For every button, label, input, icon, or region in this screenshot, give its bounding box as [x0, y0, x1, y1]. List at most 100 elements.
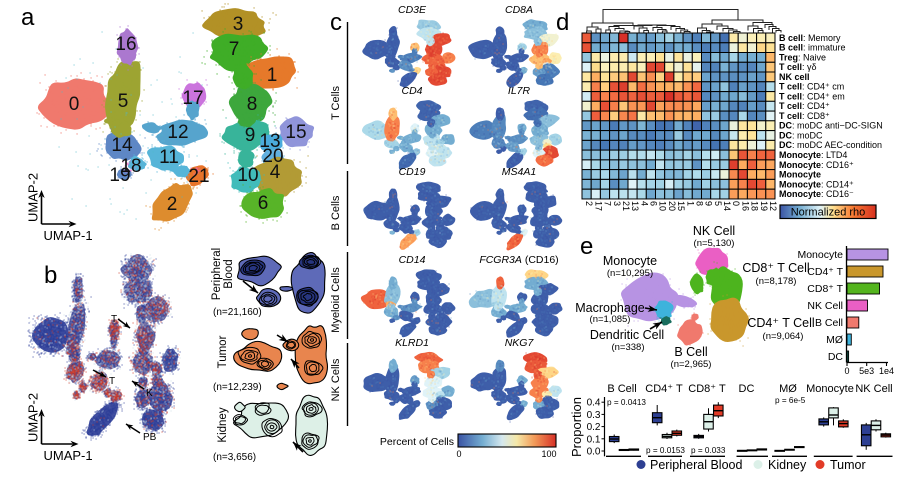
svg-text:Normalized rho: Normalized rho	[791, 207, 866, 219]
svg-text:CD19: CD19	[399, 166, 426, 178]
svg-text:0: 0	[69, 94, 80, 115]
svg-text:Tumor: Tumor	[217, 335, 229, 368]
svg-text:0.2: 0.2	[587, 422, 601, 433]
svg-text:b: b	[44, 262, 57, 289]
svg-text:3: 3	[612, 201, 622, 206]
svg-text:Percent of Cells: Percent of Cells	[380, 436, 454, 448]
svg-text:1: 1	[685, 201, 695, 206]
svg-text:p = 0.0413: p = 0.0413	[607, 398, 646, 407]
svg-text:Kidney: Kidney	[217, 407, 229, 442]
svg-text:T: T	[109, 376, 115, 387]
svg-text:KLRD1: KLRD1	[395, 337, 429, 349]
svg-text:4: 4	[270, 162, 281, 183]
svg-text:Monocyte: Monocyte	[779, 170, 821, 180]
svg-text:T cell: CD4⁺: T cell: CD4⁺	[779, 101, 830, 111]
svg-text:CD8⁺ T: CD8⁺ T	[807, 283, 843, 295]
svg-text:DC: moDC AEC-condition: DC: moDC AEC-condition	[779, 140, 882, 150]
svg-text:21: 21	[621, 201, 631, 211]
svg-text:1e4: 1e4	[879, 366, 894, 376]
svg-text:CD4: CD4	[401, 85, 422, 97]
svg-text:(n=21,160): (n=21,160)	[213, 307, 262, 318]
svg-text:Monocyte: Monocyte	[806, 383, 854, 395]
svg-text:Blood: Blood	[223, 259, 235, 288]
svg-text:0.4: 0.4	[587, 398, 601, 409]
svg-text:2: 2	[167, 194, 178, 215]
svg-text:PB: PB	[143, 432, 157, 443]
svg-text:5: 5	[118, 91, 129, 112]
svg-text:Monocyte: CD16⁻: Monocyte: CD16⁻	[779, 189, 854, 199]
svg-text:UMAP-2: UMAP-2	[26, 173, 41, 222]
svg-text:9: 9	[245, 125, 256, 146]
svg-text:(n=5,130): (n=5,130)	[694, 238, 735, 249]
svg-text:CD8⁺ T Cell: CD8⁺ T Cell	[742, 261, 809, 275]
svg-text:8: 8	[695, 201, 705, 206]
svg-text:6: 6	[258, 193, 269, 214]
svg-text:Monocyte: Monocyte	[603, 254, 657, 268]
svg-text:d: d	[556, 9, 569, 36]
svg-text:B Cell: B Cell	[815, 317, 843, 329]
svg-text:c: c	[330, 9, 342, 36]
svg-text:T cell: CD4⁺ em: T cell: CD4⁺ em	[779, 91, 845, 101]
svg-text:13: 13	[259, 131, 280, 152]
svg-text:Proportion: Proportion	[569, 397, 584, 457]
svg-text:5e3: 5e3	[859, 366, 874, 376]
svg-text:CD4⁺ T Cell: CD4⁺ T Cell	[747, 316, 814, 330]
svg-text:T cell: CD4⁺ cm: T cell: CD4⁺ cm	[779, 82, 844, 92]
svg-text:(n=10,295): (n=10,295)	[607, 268, 653, 279]
svg-text:1: 1	[267, 65, 278, 86]
svg-text:15: 15	[676, 201, 686, 211]
svg-text:p = 0.033: p = 0.033	[691, 446, 726, 455]
svg-text:Monocyte: LTD4: Monocyte: LTD4	[779, 150, 847, 160]
svg-text:20: 20	[667, 201, 677, 211]
svg-text:NKG7: NKG7	[505, 337, 535, 349]
svg-text:MS4A1: MS4A1	[502, 166, 536, 178]
svg-text:0.3: 0.3	[587, 410, 601, 421]
svg-text:a: a	[21, 4, 35, 31]
svg-text:(n=8,178): (n=8,178)	[756, 276, 797, 287]
svg-text:(n=9,064): (n=9,064)	[763, 331, 804, 342]
svg-text:DC: DC	[828, 351, 844, 363]
svg-text:NK cell: NK cell	[779, 72, 810, 82]
svg-text:(n=338): (n=338)	[611, 342, 644, 353]
svg-text:NK Cell: NK Cell	[693, 224, 735, 238]
svg-text:(n=3,656): (n=3,656)	[213, 452, 256, 463]
svg-text:K: K	[146, 388, 153, 399]
svg-text:Peripheral: Peripheral	[211, 248, 223, 300]
svg-text:NK Cell: NK Cell	[807, 300, 843, 312]
svg-text:18: 18	[750, 201, 760, 211]
svg-text:0.1: 0.1	[587, 434, 601, 445]
svg-text:Macrophage: Macrophage	[575, 301, 645, 315]
svg-text:0: 0	[456, 449, 461, 459]
svg-text:FCGR3A (CD16): FCGR3A (CD16)	[479, 254, 558, 266]
svg-text:Dendritic Cell: Dendritic Cell	[590, 328, 664, 342]
svg-text:CD4⁺ T: CD4⁺ T	[807, 266, 843, 278]
svg-text:19: 19	[759, 201, 769, 211]
svg-text:7: 7	[229, 39, 240, 60]
svg-text:(n=1,085): (n=1,085)	[590, 314, 631, 325]
svg-text:12: 12	[768, 201, 778, 211]
svg-text:DC: moDC: DC: moDC	[779, 131, 823, 141]
svg-text:20: 20	[262, 146, 283, 167]
svg-text:11: 11	[159, 147, 179, 168]
svg-text:CD14: CD14	[399, 254, 426, 266]
svg-text:T Cells: T Cells	[330, 85, 342, 120]
svg-text:(n=12,239): (n=12,239)	[213, 382, 262, 393]
svg-text:p = 6e-5: p = 6e-5	[775, 396, 806, 405]
svg-text:NK Cell: NK Cell	[855, 383, 892, 395]
svg-text:3: 3	[233, 14, 244, 35]
svg-text:Treg: Naive: Treg: Naive	[779, 52, 826, 62]
svg-text:13: 13	[630, 201, 640, 211]
svg-text:2: 2	[584, 201, 594, 206]
svg-text:14: 14	[111, 135, 133, 156]
svg-text:MØ: MØ	[826, 334, 843, 346]
svg-text:18: 18	[120, 156, 141, 177]
svg-text:T cell: γδ: T cell: γδ	[779, 62, 817, 72]
svg-text:9: 9	[704, 201, 714, 206]
svg-text:15: 15	[285, 122, 306, 143]
svg-text:B cell: Memory: B cell: Memory	[779, 33, 841, 43]
svg-text:Kidney: Kidney	[768, 458, 807, 472]
svg-text:0.0: 0.0	[587, 447, 601, 458]
svg-text:5: 5	[713, 201, 723, 206]
svg-text:Myeloid Cells: Myeloid Cells	[330, 267, 342, 333]
svg-text:6: 6	[649, 201, 659, 206]
